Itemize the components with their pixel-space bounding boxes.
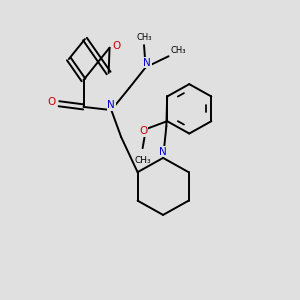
Text: N: N: [159, 147, 167, 157]
Text: N: N: [143, 58, 151, 68]
Text: CH₃: CH₃: [170, 46, 186, 55]
Text: O: O: [112, 41, 120, 51]
Text: CH₃: CH₃: [134, 156, 151, 165]
Text: O: O: [139, 126, 147, 136]
Text: CH₃: CH₃: [136, 33, 152, 42]
Text: N: N: [107, 100, 115, 110]
Text: O: O: [48, 97, 56, 107]
